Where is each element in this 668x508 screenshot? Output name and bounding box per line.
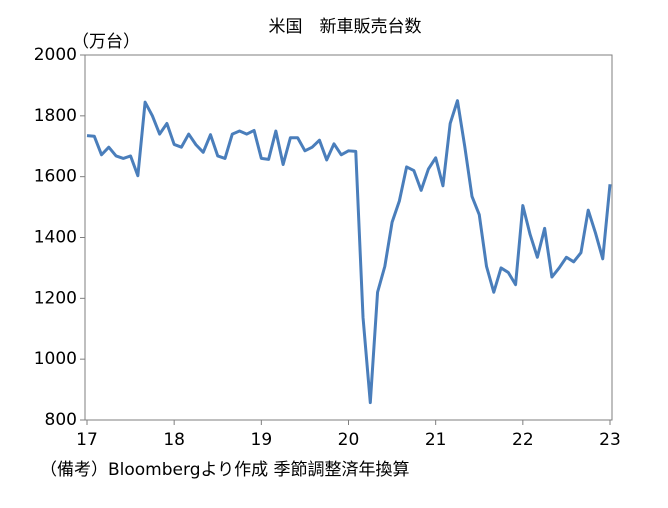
x-tick-label: 20 <box>338 430 360 450</box>
y-tick-label: 1600 <box>34 167 77 187</box>
data-line <box>86 99 612 405</box>
y-tick-label: 1800 <box>34 106 77 126</box>
y-tick-label: 2000 <box>34 45 77 65</box>
plot-frame <box>84 54 613 421</box>
x-tick-label: 18 <box>163 430 185 450</box>
x-tick-label: 17 <box>76 430 98 450</box>
chart-title: 米国 新車販売台数 <box>269 17 422 37</box>
x-tick-label: 22 <box>512 430 534 450</box>
y-tick-label: 1000 <box>34 349 77 369</box>
x-tick-label: 23 <box>599 430 621 450</box>
x-tick-label: 19 <box>251 430 273 450</box>
note: （備考）Bloombergより作成 季節調整済年換算 <box>40 460 410 480</box>
y-axis-label: （万台） <box>72 32 140 52</box>
y-tick-label: 800 <box>45 410 77 430</box>
y-tick-label: 1400 <box>34 228 77 248</box>
x-tick-label: 21 <box>425 430 447 450</box>
y-tick-label: 1200 <box>34 288 77 308</box>
